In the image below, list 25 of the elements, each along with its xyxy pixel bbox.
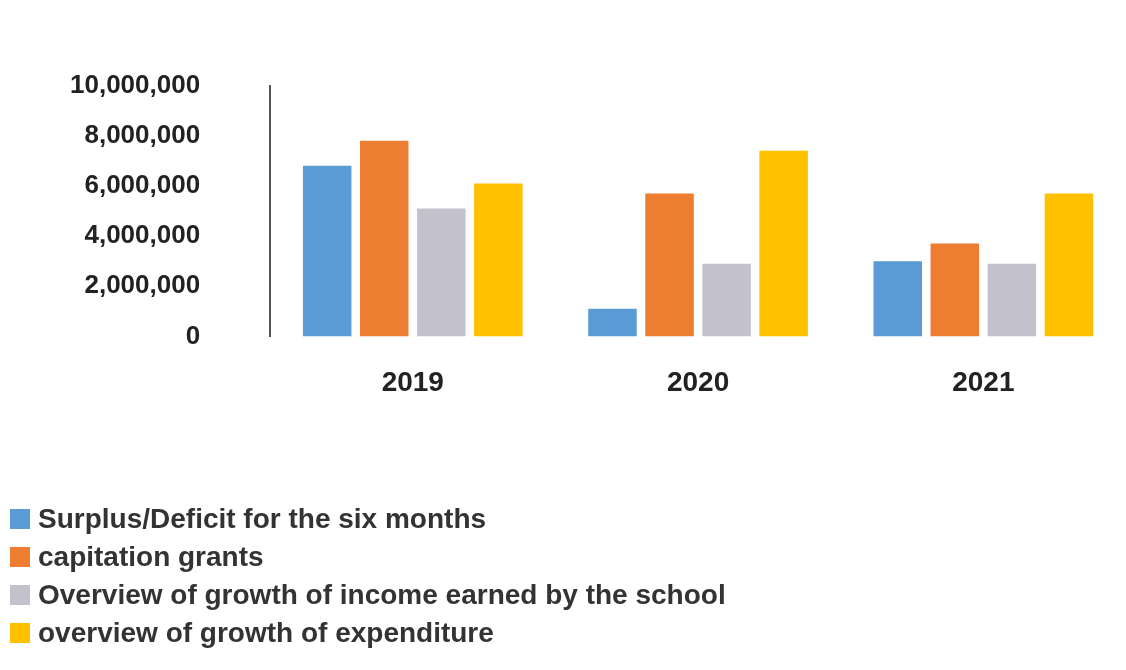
bar [1044,193,1094,337]
bar [302,165,352,337]
y-tick-label: 10,000,000 [69,68,201,99]
bar [930,243,980,337]
legend-label: overview of growth of expenditure [38,617,494,649]
bar [987,263,1037,337]
bar [588,308,637,337]
bar [417,208,466,337]
y-tick-label: 0 [185,319,201,350]
x-tick-label: 2019 [381,365,444,397]
bar [474,183,523,337]
y-tick-label: 4,000,000 [84,219,201,250]
y-tick-label: 8,000,000 [84,118,201,149]
bar [702,263,751,337]
bar [359,140,409,337]
bar [759,150,808,337]
legend-label: capitation grants [38,541,264,573]
x-tick-label: 2021 [952,365,1015,397]
x-tick-label: 2020 [666,365,730,397]
y-tick-label: 6,000,000 [84,169,201,200]
legend-label: Surplus/Deficit for the six months [38,503,487,535]
bar [873,261,923,337]
y-tick-label: 2,000,000 [84,269,201,300]
bar [645,193,694,337]
legend-label: Overview of growth of income earned by the school [38,579,726,611]
